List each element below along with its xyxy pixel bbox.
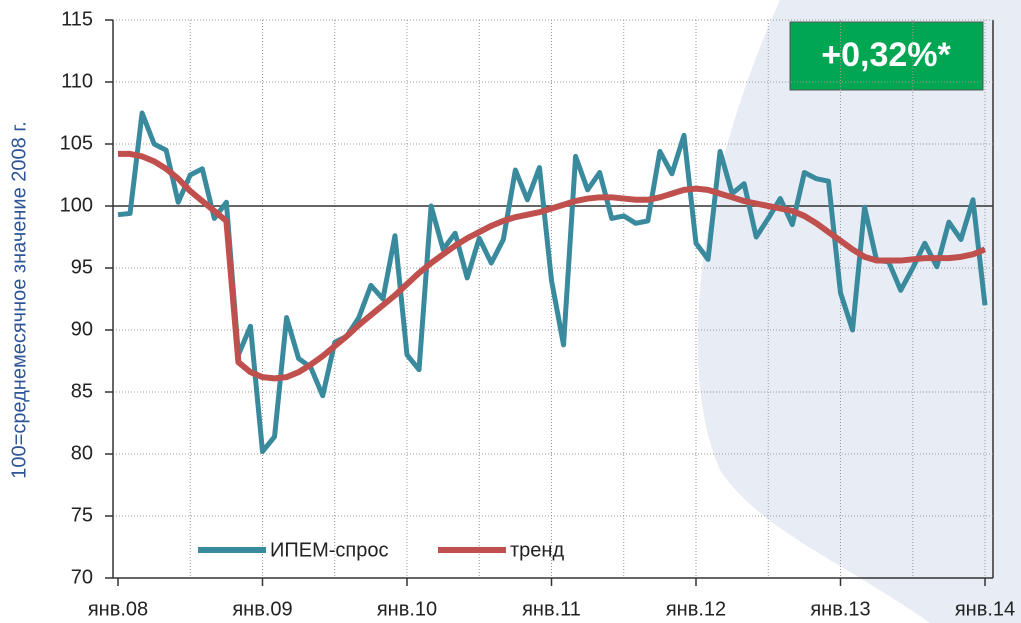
- y-tick-label: 80: [71, 442, 93, 464]
- background-shape: [697, 0, 1021, 623]
- badge: +0,32%*: [821, 36, 951, 74]
- x-tick-label: янв.12: [666, 598, 726, 620]
- y-tick-label: 105: [60, 132, 93, 154]
- y-tick-label: 95: [71, 256, 93, 278]
- legend-label: тренд: [510, 539, 564, 561]
- legend-label: ИПЕМ-спрос: [270, 539, 389, 561]
- y-tick-label: 75: [71, 504, 93, 526]
- y-tick-label: 115: [61, 8, 93, 30]
- y-tick-label: 70: [71, 566, 93, 588]
- y-tick-label: 110: [61, 70, 93, 92]
- series-line: [118, 150, 987, 382]
- x-tick-label: янв.08: [88, 598, 148, 620]
- x-tick-label: янв.13: [810, 598, 870, 620]
- y-tick-label: 90: [71, 318, 93, 340]
- x-tick-label: янв.09: [232, 598, 292, 620]
- badge-box: [789, 21, 984, 91]
- series-line: [117, 110, 988, 455]
- x-tick-label: янв.11: [522, 598, 581, 620]
- x-tick-label: янв.14: [955, 598, 1015, 620]
- y-tick-label: 100: [60, 194, 93, 216]
- y-tick-label: 85: [71, 380, 93, 402]
- x-tick-label: янв.10: [377, 598, 437, 620]
- y-axis-label: 100=среднемесячное значение 2008 г.: [8, 121, 30, 478]
